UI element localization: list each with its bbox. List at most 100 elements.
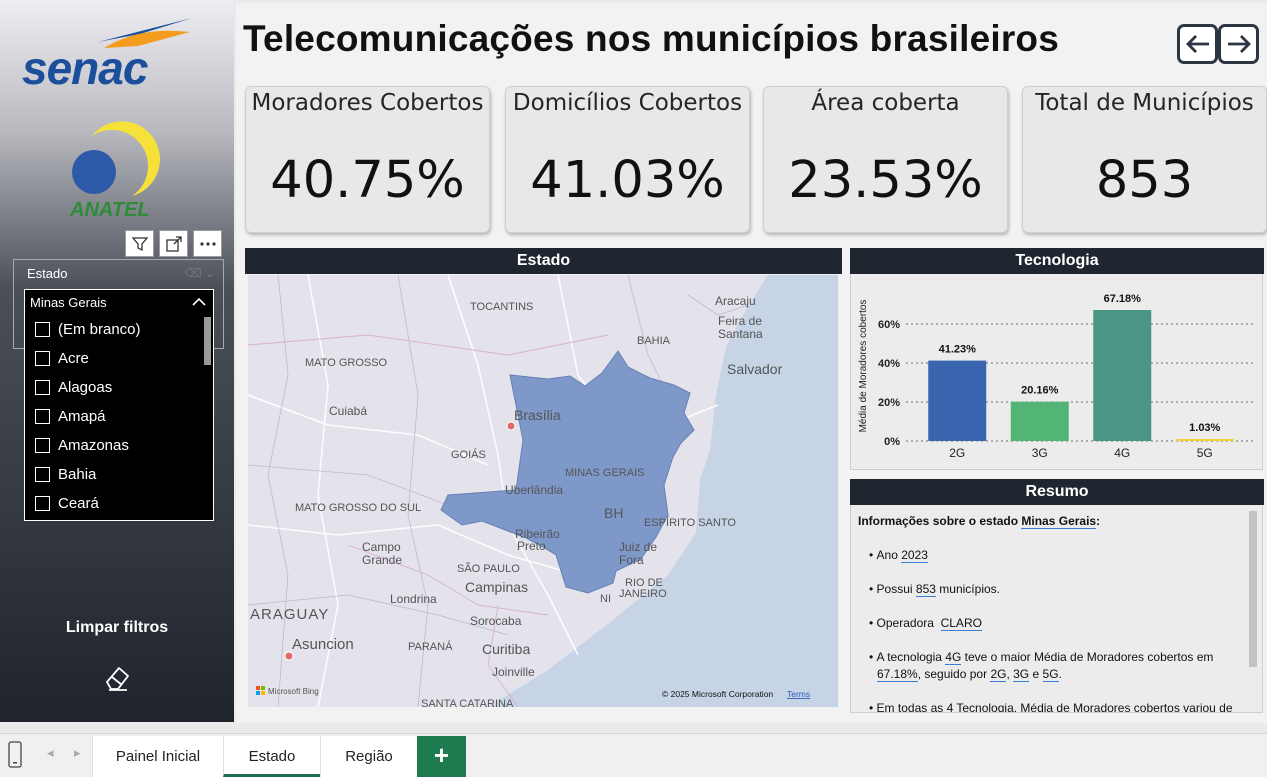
map-terms-link[interactable]: Terms: [787, 689, 810, 699]
label: teve o maior Média de Moradores cobertos…: [964, 650, 1214, 664]
option-alagoas[interactable]: Alagoas: [25, 373, 213, 402]
value: 3G: [1013, 667, 1030, 682]
resumo-title: Resumo: [850, 479, 1264, 505]
option-ceara[interactable]: Ceará: [25, 489, 213, 518]
map-label: SANTA CATARINA: [421, 698, 514, 707]
dropdown-scrollbar[interactable]: [204, 317, 211, 365]
map-label: Salvador: [727, 361, 783, 377]
kpi-value: 23.53%: [788, 151, 983, 210]
option-em-branco[interactable]: (Em branco): [25, 315, 213, 344]
tecnologia-chart[interactable]: 0% 20% 40% 60% Média de Moradores cobertos 41…: [851, 274, 1262, 468]
filter-icon[interactable]: [125, 230, 154, 257]
checkbox[interactable]: [35, 351, 50, 366]
microsoft-logo-icon: [256, 686, 265, 695]
data-label: 1.03%: [1189, 422, 1220, 434]
data-label: 67.18%: [1104, 293, 1142, 305]
estado-dropdown[interactable]: Minas Gerais: [24, 289, 214, 316]
tab-estado[interactable]: Estado: [223, 736, 320, 777]
dropdown-list[interactable]: (Em branco) Acre Alagoas Amapá Amazonas …: [24, 315, 214, 521]
option-label: (Em branco): [58, 321, 141, 338]
map-label: JANEIRO: [619, 588, 667, 600]
map-label: Brasília: [514, 407, 561, 423]
value: 2G: [990, 667, 1007, 682]
resumo-heading: Informações sobre o estado Minas Gerais:: [858, 514, 1101, 529]
map-label: Santana: [718, 327, 763, 341]
add-page-button[interactable]: +: [417, 736, 466, 777]
map-label: GOIÁS: [451, 448, 486, 461]
tecnologia-chart-box: 0% 20% 40% 60% Média de Moradores cobertos 41…: [850, 274, 1263, 470]
back-button[interactable]: [1177, 24, 1218, 64]
tab-scroll-left-icon[interactable]: ◂: [47, 745, 54, 760]
checkbox[interactable]: [35, 496, 50, 511]
limpar-filtros-button[interactable]: Limpar filtros: [65, 619, 169, 636]
map-label: SÃO PAULO: [457, 562, 520, 575]
map-label: Londrina: [390, 592, 437, 606]
label: Ano: [876, 548, 898, 562]
option-bahia[interactable]: Bahia: [25, 460, 213, 489]
resumo-scrollbar[interactable]: [1249, 511, 1257, 667]
map-label: BH: [604, 505, 623, 521]
mobile-layout-icon[interactable]: [7, 741, 23, 769]
bar[interactable]: [928, 360, 987, 441]
kpi-value: 853: [1095, 151, 1194, 210]
map-label: ESPÍRITO SANTO: [644, 516, 736, 529]
arrow-right-icon: [1227, 35, 1251, 53]
map-label: Preto: [517, 539, 546, 553]
y-axis-label: Média de Moradores cobertos: [858, 300, 869, 433]
label: Em todas as 4 Tecnologia, Média de Morad…: [876, 701, 1233, 713]
data-label: 41.23%: [939, 344, 977, 356]
eraser-chevron-icon[interactable]: ⌫ ⌄: [184, 266, 215, 280]
bar[interactable]: [1175, 438, 1234, 441]
label: A tecnologia: [876, 650, 942, 664]
bar[interactable]: [1093, 309, 1152, 441]
map-title: Estado: [245, 248, 842, 274]
x-tick-label: 5G: [1197, 446, 1213, 460]
map-label: NI: [600, 593, 611, 605]
resumo-item-tecnologia: • A tecnologia 4G teve o maior Média de …: [869, 650, 1214, 682]
map-label: TOCANTINS: [470, 301, 533, 313]
map-label: Campinas: [465, 579, 528, 595]
checkbox[interactable]: [35, 438, 50, 453]
forward-button[interactable]: [1218, 24, 1259, 64]
map-label: Uberlândia: [505, 483, 563, 497]
kpi-value: 41.03%: [530, 151, 725, 210]
chart-title: Tecnologia: [850, 248, 1264, 274]
map-label: MATO GROSSO DO SUL: [295, 502, 421, 514]
option-label: Bahia: [58, 466, 97, 483]
kpi-label: Domicílios Cobertos: [512, 90, 743, 116]
tab-regiao[interactable]: Região: [320, 736, 417, 777]
option-amapa[interactable]: Amapá: [25, 402, 213, 431]
map-label: Fora: [619, 553, 644, 567]
value: 5G: [1042, 667, 1059, 682]
focus-mode-icon[interactable]: [159, 230, 188, 257]
option-label: Ceará: [58, 495, 99, 512]
label: municípios.: [939, 582, 1000, 596]
resumo-item-ano: • Ano 2023: [869, 548, 928, 563]
option-amazonas[interactable]: Amazonas: [25, 431, 213, 460]
kpi-value: 40.75%: [270, 151, 465, 210]
checkbox[interactable]: [35, 322, 50, 337]
map-visual[interactable]: TOCANTINS Aracaju Feira de Santana BAHIA…: [248, 275, 838, 707]
map-label: Asuncion: [292, 636, 354, 653]
y-tick-label: 60%: [878, 319, 900, 331]
option-acre[interactable]: Acre: [25, 344, 213, 373]
checkbox[interactable]: [35, 409, 50, 424]
label: , seguido por: [917, 667, 988, 681]
tab-scroll-right-icon[interactable]: ▸: [74, 745, 81, 760]
resumo-box: Informações sobre o estado Minas Gerais:…: [850, 505, 1263, 713]
more-options-icon[interactable]: [193, 230, 222, 257]
map-label: RIO DE: [625, 577, 663, 589]
checkbox[interactable]: [35, 380, 50, 395]
svg-text:senac: senac: [22, 42, 148, 94]
resumo-item-municipios: • Possui 853 municípios.: [869, 582, 1000, 597]
option-label: Alagoas: [58, 379, 113, 396]
bar[interactable]: [1010, 401, 1069, 441]
bing-attribution: Microsoft Bing: [268, 687, 319, 696]
eraser-icon[interactable]: [101, 662, 133, 694]
map-label: BAHIA: [637, 335, 671, 347]
tab-painel-inicial[interactable]: Painel Inicial: [92, 736, 223, 777]
checkbox[interactable]: [35, 467, 50, 482]
map-label: Feira de: [718, 314, 762, 328]
map-canvas: TOCANTINS Aracaju Feira de Santana BAHIA…: [248, 275, 838, 707]
svg-text:ANATEL: ANATEL: [69, 199, 150, 221]
